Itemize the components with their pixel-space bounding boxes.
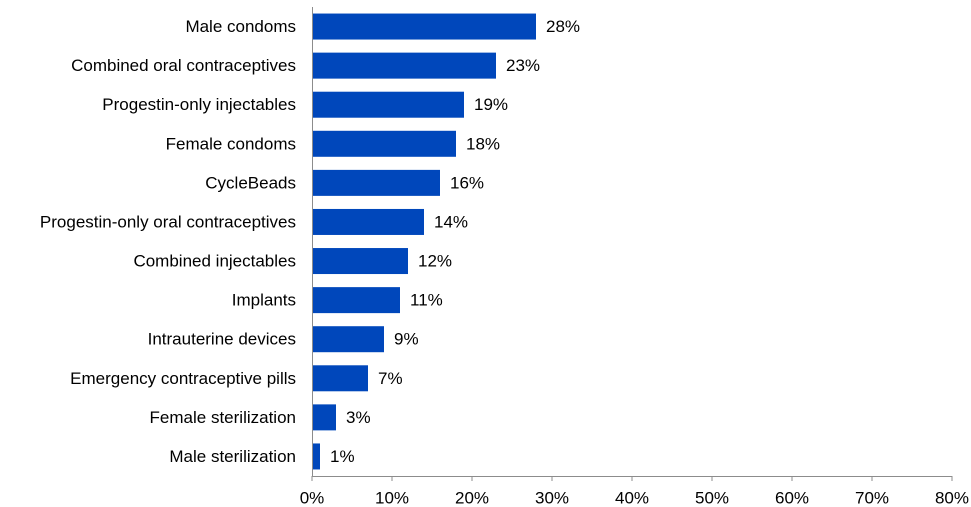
x-tick-label: 60% [775,489,809,507]
x-tick-label: 50% [695,489,729,507]
value-label: 14% [434,212,468,231]
bar [312,130,456,157]
category-label: Combined injectables [133,252,296,271]
bar [312,326,384,353]
value-label: 7% [378,369,403,388]
bars-group [312,13,536,470]
category-label: Female sterilization [150,408,296,427]
category-label: Intrauterine devices [148,330,296,349]
category-label: Implants [232,291,296,310]
bar [312,52,496,79]
x-tick-label: 80% [935,489,969,507]
category-label: Male sterilization [169,447,296,466]
bar [312,248,408,275]
x-tick-label: 20% [455,489,489,507]
bar [312,208,424,235]
x-tick-label: 30% [535,489,569,507]
value-label: 18% [466,134,500,153]
value-label: 28% [546,17,580,36]
value-label: 12% [418,252,452,271]
bar [312,404,336,431]
value-label: 1% [330,447,355,466]
category-label: Progestin-only injectables [102,95,296,114]
category-label: Progestin-only oral contraceptives [40,212,296,231]
value-label: 11% [410,291,443,310]
x-tick-label: 10% [375,489,409,507]
bar [312,169,440,196]
bar [312,443,320,470]
bar [312,91,464,118]
bar [312,365,368,392]
value-label: 16% [450,173,484,192]
category-label: Male condoms [185,17,296,36]
value-label: 19% [474,95,508,114]
x-tick-label: 70% [855,489,889,507]
x-tick-label: 0% [300,489,325,507]
category-labels: Male condoms Combined oral contraceptives… [40,17,296,466]
value-label: 9% [394,330,419,349]
category-label: Female condoms [166,134,296,153]
category-label: Emergency contraceptive pills [70,369,296,388]
category-label: CycleBeads [205,173,296,192]
x-axis-ticks: 0% 10% 20% 30% 40% 50% 60% 70% 80% [300,476,969,507]
value-label: 23% [506,56,540,75]
category-label: Combined oral contraceptives [71,56,296,75]
value-labels: 28% 23% 19% 18% 16% 14% 12% 11% 9% 7% 3% 1% [330,17,580,466]
bar [312,287,400,314]
x-tick-label: 40% [615,489,649,507]
value-label: 3% [346,408,371,427]
bar [312,13,536,40]
